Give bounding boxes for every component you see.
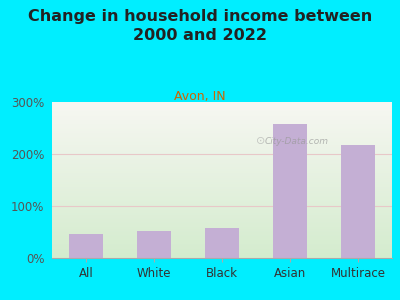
Bar: [69, 234, 103, 258]
Text: ⊙: ⊙: [256, 136, 266, 146]
Bar: [273, 124, 307, 258]
Bar: [205, 228, 239, 258]
Text: Avon, IN: Avon, IN: [174, 90, 226, 103]
Text: Change in household income between
2000 and 2022: Change in household income between 2000 …: [28, 9, 372, 43]
Bar: [137, 231, 171, 258]
Text: City-Data.com: City-Data.com: [265, 136, 329, 146]
Bar: [341, 145, 375, 258]
